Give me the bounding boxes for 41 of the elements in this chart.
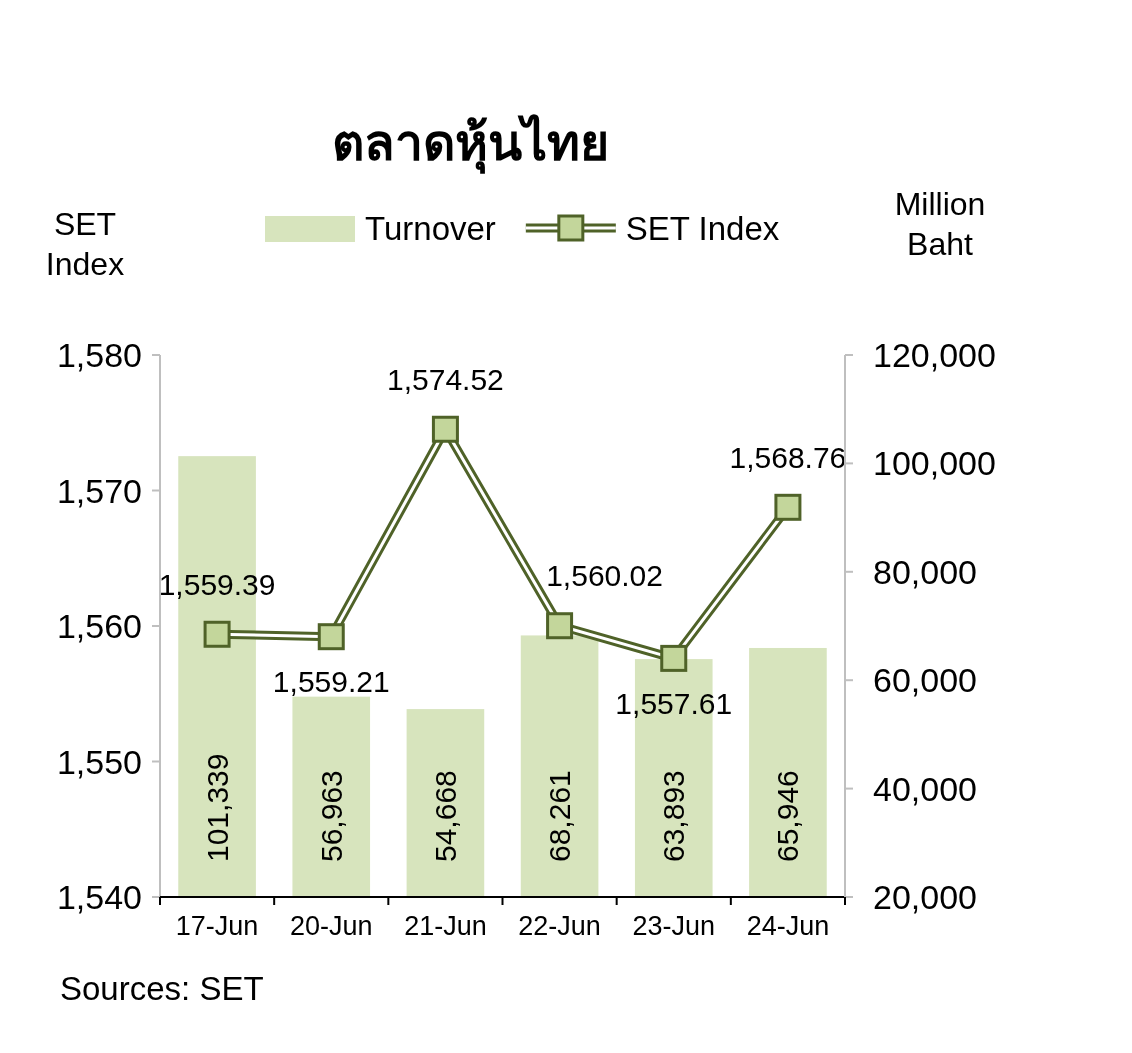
point xyxy=(317,623,345,651)
y2-axis-title: Million Baht xyxy=(894,186,986,262)
data-label: 101,339 xyxy=(200,753,234,862)
y-tick-label: 1,560 xyxy=(56,607,142,645)
x-tick-label: 21-Jun xyxy=(404,911,487,941)
data-label: 1,568.76 xyxy=(729,440,847,474)
y-tick-label: 1,550 xyxy=(56,742,142,781)
y-tick-label: 1,570 xyxy=(56,471,142,510)
data-label: 56,963 xyxy=(314,770,348,862)
data-label: 1,559.21 xyxy=(272,665,390,699)
y-axis-title: SET Index xyxy=(45,206,125,282)
point xyxy=(431,415,459,443)
y2-tick-label: 60,000 xyxy=(873,661,977,700)
y2-tick-label: 100,000 xyxy=(873,444,996,483)
y2-tick-label: 80,000 xyxy=(873,552,977,591)
x-tick-label: 17-Jun xyxy=(175,911,259,941)
data-label: 1,560.02 xyxy=(546,559,663,593)
data-label: 1,559.39 xyxy=(158,567,276,601)
data-label: 63,893 xyxy=(657,770,691,862)
chart-title: ตลาดหุ้นไทย xyxy=(331,114,609,174)
y2-tick-label: 120,000 xyxy=(873,336,996,374)
data-label: 65,946 xyxy=(771,770,805,862)
data-label: 1,574.52 xyxy=(387,362,504,396)
x-tick-label: 23-Jun xyxy=(632,911,716,941)
y-tick-label: 1,540 xyxy=(56,878,142,916)
point xyxy=(774,493,802,521)
data-label: 68,261 xyxy=(543,770,577,862)
x-tick-label: 22-Jun xyxy=(518,911,601,941)
legend-label: SET Index xyxy=(625,209,780,247)
x-tick-label: 24-Jun xyxy=(746,911,830,941)
y-tick-label: 1,580 xyxy=(56,336,142,374)
point xyxy=(203,620,231,648)
y2-tick-label: 20,000 xyxy=(873,878,977,916)
x-tick-label: 20-Jun xyxy=(289,911,373,941)
source-note: Sources: SET xyxy=(60,970,264,1007)
point xyxy=(546,612,574,640)
legend-label: Turnover xyxy=(365,209,496,247)
y2-tick-label: 40,000 xyxy=(873,769,977,808)
data-label: 1,557.61 xyxy=(615,686,733,720)
data-label: 54,668 xyxy=(428,770,462,862)
point xyxy=(660,644,688,672)
